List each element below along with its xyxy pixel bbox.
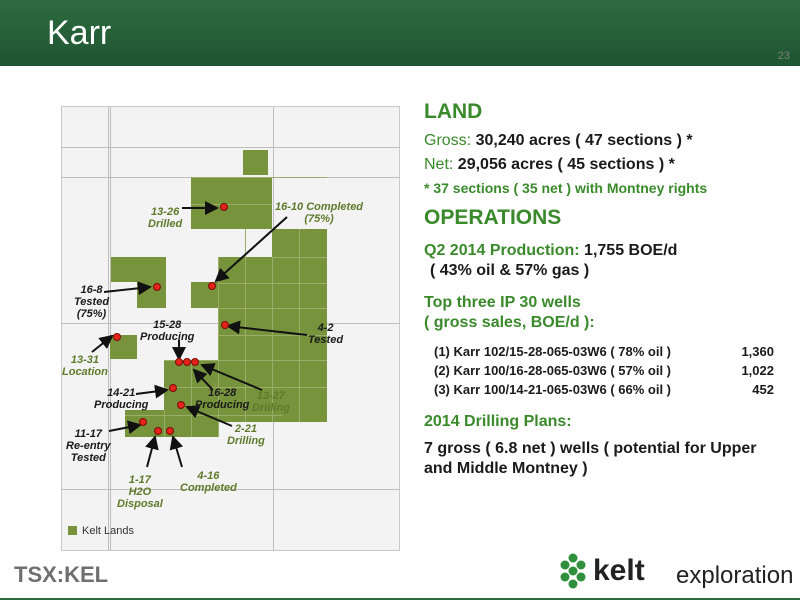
well-name: (3) Karr 100/14-21-065-03W6 ( 66% oil ) [434,382,671,397]
well-label: 13-26 Drilled [148,206,183,230]
section-line [164,387,327,388]
drilling-body: 7 gross ( 6.8 net ) wells ( potential fo… [424,440,757,477]
table-row: (2) Karr 100/16-28-065-03W6 ( 57% oil ) … [424,363,794,382]
footer-rule [0,598,800,600]
well-label: 2-21 Drilling [227,423,265,447]
top-wells-subtitle: ( gross sales, BOE/d ): [424,314,595,331]
brand-exploration: exploration [676,562,794,589]
well-name: (2) Karr 100/16-28-065-03W6 ( 57% oil ) [434,363,671,378]
gross-label: Gross: [424,132,472,149]
well-marker [169,384,177,392]
section-line [272,257,273,422]
well-marker [191,358,199,366]
page-number: 23 [777,50,790,62]
kelt-logo-icon [560,553,586,589]
well-marker [208,282,216,290]
montney-footnote: * 37 sections ( 35 net ) with Montney ri… [424,180,708,196]
section-line [191,204,272,205]
well-marker [183,358,191,366]
production-line: Q2 2014 Production: 1,755 BOE/d [424,242,794,260]
well-label: 14-21 Producing [94,387,149,411]
well-marker [175,358,183,366]
well-marker [153,283,161,291]
land-section [243,150,268,175]
top-wells-table: (1) Karr 102/15-28-065-03W6 ( 78% oil ) … [424,344,794,401]
tsx-ticker: TSX:KEL [14,562,109,587]
brand-kelt: kelt [593,554,645,587]
well-value: 1,360 [741,344,774,359]
drilling-title: 2014 Drilling Plans: [424,413,572,430]
table-row: (3) Karr 100/14-21-065-03W6 ( 66% oil ) … [424,382,794,401]
content-panel: LAND Gross: 30,240 acres ( 47 sections )… [424,100,794,479]
land-map: 13-26 Drilled 16-10 Completed (75%) 16-8… [61,106,400,551]
well-label: 13-27 Drilling [252,390,290,414]
map-legend: Kelt Lands [68,525,134,537]
section-line [191,360,192,437]
well-label: 1-17 H2O Disposal [117,474,163,510]
well-value: 452 [752,382,774,397]
operations-heading: OPERATIONS [424,206,562,229]
well-label: 16-28 Producing [195,387,250,411]
grid-line [108,107,109,550]
slide-header: Karr [0,0,800,66]
section-line [218,283,327,284]
section-line [218,308,327,309]
grid-line [110,107,111,550]
land-section [111,257,166,282]
well-label: 4-16 Completed [180,470,237,494]
section-line [218,257,219,437]
grid-line [62,147,399,148]
well-label: 15-28 Producing [140,319,195,343]
well-label: 11-17 Re-entry Tested [66,428,111,464]
well-marker [221,321,229,329]
section-line [299,229,300,422]
section-line [125,415,282,416]
grid-line [62,489,399,490]
well-marker [177,401,185,409]
legend-label: Kelt Lands [82,525,134,537]
well-label: 16-10 Completed (75%) [275,201,364,225]
legend-swatch [68,526,77,535]
section-line [164,360,327,361]
well-value: 1,022 [741,363,774,378]
gross-line: Gross: 30,240 acres ( 47 sections ) * [424,132,794,150]
well-label: 13-31 Location [62,354,108,378]
production-split: ( 43% oil & 57% gas ) [430,262,590,279]
net-label: Net: [424,156,454,173]
section-line [218,335,327,336]
well-label: 4-2 Tested [308,322,344,346]
well-label: 16-8 Tested (75%) [74,284,110,320]
production-value: 1,755 BOE/d [584,242,678,259]
well-name: (1) Karr 102/15-28-065-03W6 ( 78% oil ) [434,344,671,359]
section-line [272,257,327,258]
page-title: Karr [47,14,112,52]
well-marker [154,427,162,435]
table-row: (1) Karr 102/15-28-065-03W6 ( 78% oil ) … [424,344,794,363]
section-line [191,177,327,178]
top-wells-title: Top three IP 30 wells [424,294,581,311]
well-marker [166,427,174,435]
section-line [164,410,165,437]
land-heading: LAND [424,100,483,123]
well-marker [139,418,147,426]
net-line: Net: 29,056 acres ( 45 sections ) * [424,156,794,174]
section-line [245,229,246,422]
production-label: Q2 2014 Production: [424,242,580,259]
net-value: 29,056 acres ( 45 sections ) * [457,156,675,173]
well-marker [220,203,228,211]
gross-value: 30,240 acres ( 47 sections ) * [475,132,693,149]
well-arrows [91,201,308,468]
well-marker [113,333,121,341]
land-section [191,177,272,229]
